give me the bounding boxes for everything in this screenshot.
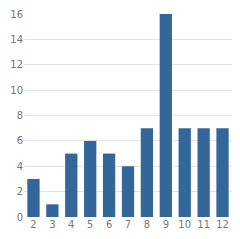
- svg-text:6: 6: [17, 135, 23, 146]
- svg-text:12: 12: [216, 219, 229, 230]
- svg-text:0: 0: [17, 212, 23, 223]
- svg-text:8: 8: [17, 110, 23, 121]
- svg-text:10: 10: [10, 85, 23, 96]
- svg-text:2: 2: [30, 219, 36, 230]
- svg-text:6: 6: [106, 219, 112, 230]
- svg-text:16: 16: [10, 9, 23, 20]
- svg-text:14: 14: [10, 34, 23, 45]
- svg-text:8: 8: [144, 219, 150, 230]
- svg-text:9: 9: [163, 219, 169, 230]
- svg-text:4: 4: [68, 219, 74, 230]
- svg-text:7: 7: [125, 219, 131, 230]
- svg-text:3: 3: [49, 219, 55, 230]
- svg-text:12: 12: [10, 59, 23, 70]
- svg-text:5: 5: [87, 219, 93, 230]
- svg-text:4: 4: [17, 161, 23, 172]
- svg-text:2: 2: [17, 186, 23, 197]
- svg-text:10: 10: [178, 219, 191, 230]
- svg-text:11: 11: [197, 219, 210, 230]
